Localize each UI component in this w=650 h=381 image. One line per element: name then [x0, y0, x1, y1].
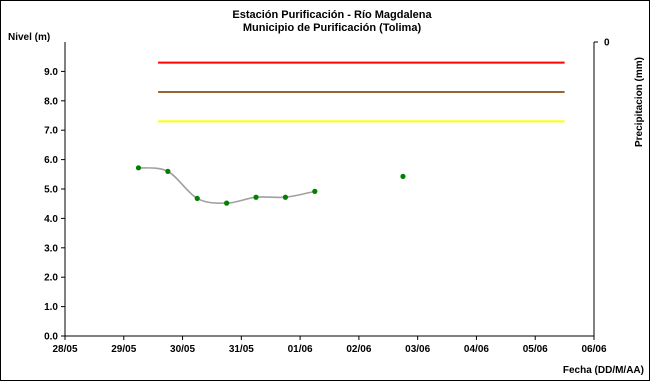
x-tick-label: 01/06: [288, 344, 313, 355]
x-tick-label: 06/06: [581, 344, 606, 355]
y-tick-label: 0.0: [44, 332, 58, 343]
y-tick-label: 3.0: [44, 243, 58, 254]
x-tick-label: 05/06: [523, 344, 548, 355]
y-tick-label: 1.0: [44, 302, 58, 313]
plot-area: 0.0 1.0 2.0 3.0 4.0 5.0 6.0 7.0 8.0 9.0 0 28/05 29/0…: [44, 38, 610, 356]
data-point: [135, 165, 142, 171]
x-tick-label: 28/05: [52, 344, 77, 355]
y-tick-label: 2.0: [44, 273, 58, 284]
y-tick-label: 4.0: [44, 214, 58, 225]
chart-title: Estación Purificación - Río Magdalena: [232, 9, 432, 21]
data-point: [312, 188, 318, 194]
x-tick-label: 02/06: [346, 344, 371, 355]
series-trend-line: [138, 167, 315, 205]
data-point: [253, 194, 259, 200]
data-point: [165, 168, 171, 174]
x-tick-label: 04/06: [464, 344, 489, 355]
data-point: [282, 194, 289, 200]
y-axis-label: Nivel (m): [8, 32, 50, 43]
y-tick-label: 6.0: [44, 155, 58, 166]
y-tick-label: 9.0: [44, 67, 58, 78]
x-axis-label: Fecha (DD/M/AA): [563, 365, 644, 376]
x-tick-label: 29/05: [111, 344, 136, 355]
y-tick-label: 8.0: [44, 96, 58, 107]
data-point: [400, 173, 406, 179]
x-tick-label: 03/06: [405, 344, 430, 355]
chart-subtitle: Municipio de Purificación (Tolima): [243, 22, 422, 34]
y-tick-label: 7.0: [44, 126, 58, 137]
y2-axis-label: Precipitacion (mm): [634, 57, 645, 147]
x-tick-label: 31/05: [229, 344, 254, 355]
y2-tick-label: 0: [604, 38, 610, 49]
data-point: [194, 195, 200, 202]
x-tick-label: 30/05: [170, 344, 195, 355]
data-point: [224, 200, 230, 206]
y-tick-label: 5.0: [44, 185, 58, 196]
